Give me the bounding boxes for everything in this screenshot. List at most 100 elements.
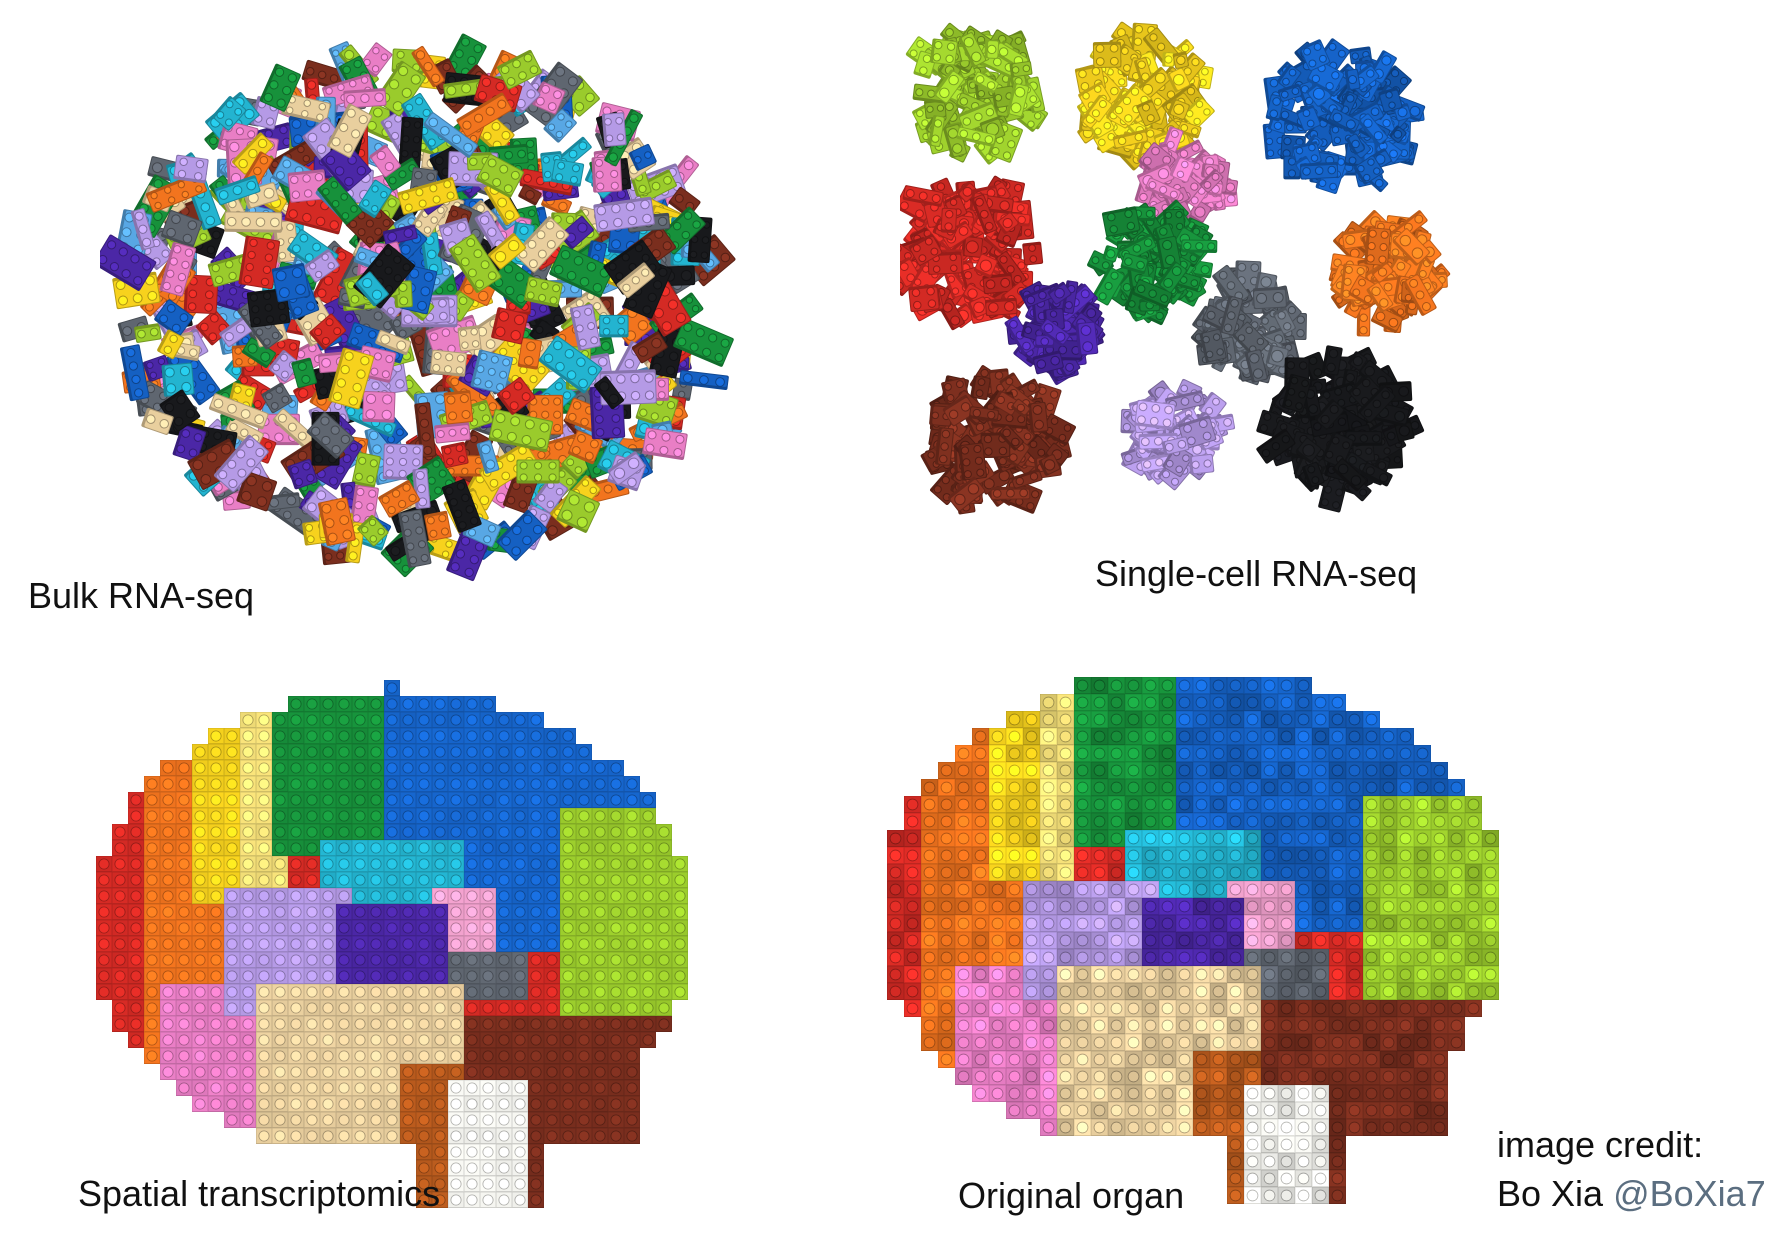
brain-stud-cell (544, 840, 560, 856)
brain-stud-cell (288, 712, 304, 728)
brain-stud-cell (1074, 796, 1091, 813)
brain-stud-cell (608, 1128, 624, 1144)
brain-stud-cell (1346, 881, 1363, 898)
brain-stud-cell (1210, 1102, 1227, 1119)
brain-stud-cell (112, 920, 128, 936)
brain-stud-cell (624, 776, 640, 792)
brain-stud-cell (240, 840, 256, 856)
brain-stud-cell (336, 1112, 352, 1128)
brain-stud-cell (1227, 728, 1244, 745)
brain-stud-cell (1023, 1000, 1040, 1017)
brain-stud-cell (1312, 1136, 1329, 1153)
brain-stud-cell (464, 840, 480, 856)
brain-stud-cell (288, 984, 304, 1000)
brain-stud-cell (1295, 1085, 1312, 1102)
brain-stud-cell (608, 856, 624, 872)
brain-stud-cell (1244, 1085, 1261, 1102)
cluster-brick (961, 235, 984, 258)
brain-stud-cell (1448, 813, 1465, 830)
brain-stud-cell (320, 1000, 336, 1016)
brain-stud-cell (384, 1016, 400, 1032)
brain-stud-cell (128, 840, 144, 856)
brain-stud-cell (1125, 1068, 1142, 1085)
brain-stud-cell (938, 898, 955, 915)
brain-stud-cell (480, 856, 496, 872)
brain-stud-cell (1142, 1034, 1159, 1051)
bulk-brick (268, 350, 301, 383)
brain-stud-cell (1176, 847, 1193, 864)
cluster-black (1256, 345, 1425, 513)
brain-stud-cell (1244, 813, 1261, 830)
brain-stud-cell (400, 920, 416, 936)
brain-stud-cell (320, 1096, 336, 1112)
brain-stud-cell (1159, 745, 1176, 762)
brain-stud-cell (1244, 711, 1261, 728)
brain-stud-cell (921, 881, 938, 898)
brain-stud-cell (1125, 949, 1142, 966)
brain-stud-cell (160, 1048, 176, 1064)
brain-stud-cell (1108, 1034, 1125, 1051)
brain-stud-cell (1346, 847, 1363, 864)
brain-stud-cell (1091, 711, 1108, 728)
brain-stud-cell (192, 984, 208, 1000)
brain-stud-cell (576, 1096, 592, 1112)
brain-stud-cell (1125, 728, 1142, 745)
brain-stud-cell (384, 824, 400, 840)
brain-stud-cell (608, 1048, 624, 1064)
single-cell-panel (900, 20, 1540, 550)
brain-stud-cell (1448, 898, 1465, 915)
brain-stud-cell (640, 872, 656, 888)
brain-stud-cell (1329, 864, 1346, 881)
cluster-brick (1265, 94, 1285, 122)
brain-stud-cell (496, 1032, 512, 1048)
brain-stud-cell (240, 744, 256, 760)
brain-stud-cell (1244, 949, 1261, 966)
brain-stud-cell (1006, 813, 1023, 830)
brain-stud-cell (1193, 1085, 1210, 1102)
brain-stud-cell (416, 1112, 432, 1128)
brain-stud-cell (1074, 1017, 1091, 1034)
brain-stud-cell (544, 952, 560, 968)
brain-stud-cell (989, 1017, 1006, 1034)
brain-stud-cell (528, 808, 544, 824)
brain-stud-cell (352, 1112, 368, 1128)
brain-stud-cell (496, 728, 512, 744)
brain-stud-cell (1091, 779, 1108, 796)
brain-stud-cell (544, 984, 560, 1000)
brain-stud-cell (887, 864, 904, 881)
cluster-brick (1296, 105, 1321, 132)
brain-stud-cell (608, 808, 624, 824)
brain-stud-cell (320, 888, 336, 904)
brain-stud-cell (1006, 1000, 1023, 1017)
brain-stud-cell (972, 1051, 989, 1068)
brain-stud-cell (1091, 898, 1108, 915)
brain-stud-cell (1431, 983, 1448, 1000)
brain-stud-cell (887, 949, 904, 966)
cluster-brick (1392, 228, 1430, 266)
brain-stud-cell (352, 952, 368, 968)
brain-stud-cell (576, 856, 592, 872)
brain-stud-cell (1108, 932, 1125, 949)
brain-stud-cell (432, 696, 448, 712)
brain-stud-cell (368, 712, 384, 728)
brain-stud-cell (288, 888, 304, 904)
brain-stud-cell (1210, 932, 1227, 949)
brain-stud-cell (955, 983, 972, 1000)
image-credit-label: image credit: (1497, 1124, 1704, 1165)
brain-stud-cell (1397, 1000, 1414, 1017)
brain-stud-cell (352, 1080, 368, 1096)
brain-stud-cell (1312, 813, 1329, 830)
brain-stud-cell (1261, 677, 1278, 694)
brain-stud-cell (1414, 915, 1431, 932)
credit-handle-link[interactable]: @BoXia7 (1613, 1173, 1766, 1214)
brain-stud-cell (208, 872, 224, 888)
image-credit-author: Bo Xia @BoXia7 (1497, 1173, 1766, 1214)
brain-stud-cell (1278, 711, 1295, 728)
brain-stud-cell (1414, 1017, 1431, 1034)
brain-stud-cell (320, 1112, 336, 1128)
brain-stud-cell (1074, 779, 1091, 796)
brain-stud-cell (904, 1000, 921, 1017)
brain-stud-cell (464, 1080, 480, 1096)
brain-stud-cell (608, 872, 624, 888)
brain-stud-cell (240, 792, 256, 808)
